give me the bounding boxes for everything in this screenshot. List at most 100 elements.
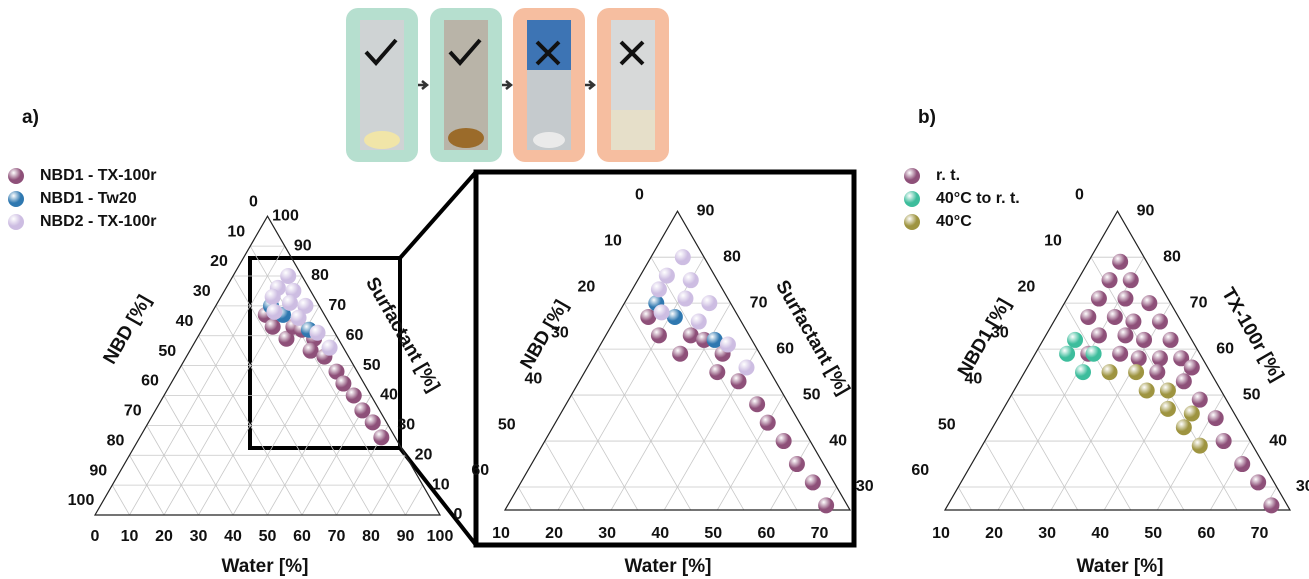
legend-label: NBD2 - TX-100r bbox=[40, 213, 156, 230]
data-point bbox=[682, 327, 699, 344]
data-point bbox=[278, 330, 295, 347]
left-tick-label: 100 bbox=[68, 492, 95, 509]
ternary-plot: 0 10 20 30 40 50 60 70 80 90 100010203040506070809… bbox=[8, 107, 463, 577]
data-point bbox=[682, 272, 699, 289]
grid-line bbox=[597, 348, 692, 511]
grid-line bbox=[232, 275, 372, 516]
data-point bbox=[1183, 359, 1200, 376]
data-point bbox=[1175, 373, 1192, 390]
right-tick-label: 70 bbox=[328, 297, 346, 314]
left-tick-label: 20 bbox=[1018, 278, 1036, 295]
legend-label: NBD1 - Tw20 bbox=[40, 190, 137, 207]
x-tick-label: 40 bbox=[1091, 525, 1109, 542]
grid-line bbox=[267, 365, 355, 516]
x-tick-label: 20 bbox=[155, 528, 173, 545]
data-point bbox=[1159, 400, 1176, 417]
legend-label: 40°C bbox=[936, 213, 972, 230]
data-point bbox=[354, 402, 371, 419]
right-axis-title: TX-100r [%] bbox=[1217, 284, 1287, 385]
grid-line bbox=[517, 486, 532, 511]
left-tick-label: 10 bbox=[1044, 232, 1062, 249]
vial-content bbox=[448, 128, 484, 148]
grid-line bbox=[1064, 302, 1185, 511]
data-point bbox=[1080, 308, 1097, 325]
left-tick-label: 60 bbox=[471, 462, 489, 479]
grid-line bbox=[180, 365, 268, 516]
data-point bbox=[1122, 272, 1139, 289]
legend-marker bbox=[904, 214, 920, 230]
panel-label: a) bbox=[22, 107, 39, 128]
vial-content bbox=[533, 132, 565, 148]
data-point bbox=[666, 308, 683, 325]
data-point bbox=[281, 294, 298, 311]
zoom-box bbox=[473, 169, 857, 548]
right-tick-label: 80 bbox=[311, 267, 329, 284]
data-point bbox=[1151, 313, 1168, 330]
x-axis-title: Water [%] bbox=[222, 556, 309, 577]
data-point bbox=[1215, 433, 1232, 450]
data-point bbox=[1191, 391, 1208, 408]
right-tick-label: 0 bbox=[454, 506, 463, 523]
x-tick-label: 70 bbox=[328, 528, 346, 545]
x-tick-label: 30 bbox=[190, 528, 208, 545]
data-point bbox=[290, 309, 307, 326]
x-tick-label: 100 bbox=[427, 528, 454, 545]
x-tick-label: 60 bbox=[1197, 525, 1215, 542]
data-point bbox=[1183, 405, 1200, 422]
right-tick-label: 90 bbox=[294, 237, 312, 254]
x-tick-label: 10 bbox=[932, 525, 950, 542]
x-tick-label: 20 bbox=[985, 525, 1003, 542]
left-tick-label: 40 bbox=[176, 313, 194, 330]
left-tick-label: 40 bbox=[964, 370, 982, 387]
x-tick-label: 10 bbox=[121, 528, 139, 545]
left-tick-label: 60 bbox=[141, 373, 159, 390]
x-tick-label: 90 bbox=[397, 528, 415, 545]
left-tick-label: 40 bbox=[524, 370, 542, 387]
grid-line bbox=[716, 394, 785, 511]
data-point bbox=[1075, 364, 1091, 381]
left-tick-label: 30 bbox=[193, 283, 211, 300]
x-tick-label: 50 bbox=[1144, 525, 1162, 542]
data-point bbox=[701, 295, 718, 312]
x-axis-title: Water [%] bbox=[625, 556, 712, 577]
data-point bbox=[1112, 345, 1129, 362]
left-tick-label: 30 bbox=[551, 324, 569, 341]
data-point bbox=[1191, 437, 1208, 454]
data-point bbox=[709, 364, 726, 381]
data-point bbox=[297, 297, 314, 314]
grid-line bbox=[650, 256, 798, 511]
data-point bbox=[759, 414, 776, 431]
grid-line bbox=[405, 484, 424, 516]
data-point bbox=[1234, 456, 1251, 473]
right-tick-label: 60 bbox=[776, 340, 794, 357]
data-point bbox=[309, 324, 326, 341]
legend-marker bbox=[904, 191, 920, 207]
data-point bbox=[677, 290, 694, 307]
left-tick-label: 0 bbox=[1075, 186, 1084, 203]
grid-line bbox=[146, 425, 199, 516]
x-tick-label: 60 bbox=[293, 528, 311, 545]
data-point bbox=[1101, 364, 1118, 381]
x-tick-label: 10 bbox=[492, 525, 510, 542]
data-point bbox=[328, 363, 345, 380]
data-point bbox=[749, 396, 766, 413]
data-point bbox=[280, 267, 297, 284]
data-point bbox=[738, 359, 755, 376]
ternary-plot: 10 20 30 40 50 60 70 30 40 50 60 70 80 90 0 10 20 30 40 50 6… bbox=[904, 107, 1309, 577]
x-tick-label: 30 bbox=[598, 525, 616, 542]
zoom-connector bbox=[398, 170, 478, 260]
data-point bbox=[321, 339, 338, 356]
grid-line bbox=[957, 486, 972, 511]
right-tick-label: 10 bbox=[432, 476, 450, 493]
left-tick-label: 20 bbox=[578, 278, 596, 295]
cross-icon bbox=[619, 40, 645, 66]
right-tick-label: 50 bbox=[363, 357, 381, 374]
data-point bbox=[1250, 474, 1267, 491]
left-tick-label: 10 bbox=[227, 223, 245, 240]
check-icon bbox=[448, 38, 482, 67]
data-point bbox=[804, 474, 821, 491]
data-point bbox=[788, 456, 805, 473]
data-point bbox=[640, 308, 657, 325]
data-point bbox=[1117, 290, 1134, 307]
ternary-plot: 10 20 30 40 50 60 70 30 40 50 60 70 80 90 0 10 20 30 40 50 6… bbox=[471, 186, 873, 577]
